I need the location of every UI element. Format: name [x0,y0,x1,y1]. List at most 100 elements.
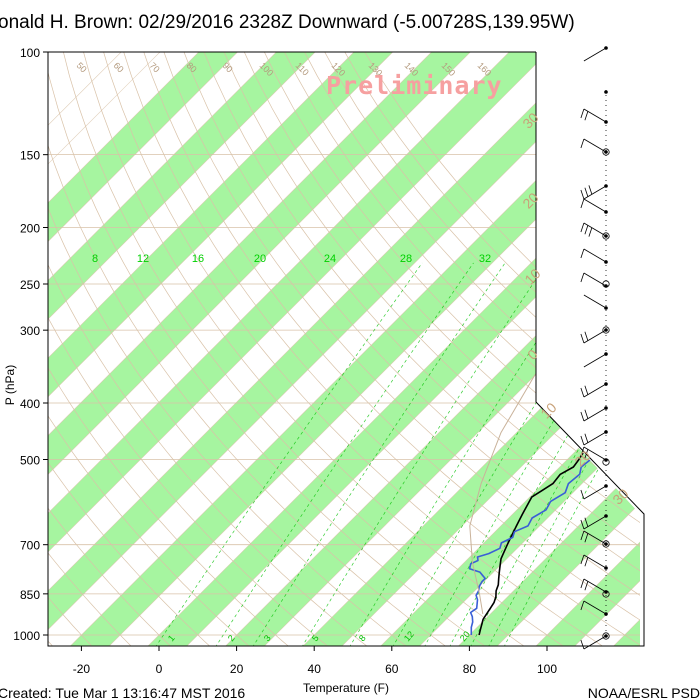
footer-agency: NOAA/ESRL PSD [588,685,700,700]
mixing-ratio-label: 28 [400,253,412,265]
isotherm-line [48,52,316,320]
wind-barb-staff [583,635,607,650]
wind-panel-background [536,52,700,700]
dry-adiabat [48,263,368,646]
dry-adiabat [48,507,171,646]
x-tick-label: 60 [385,662,399,676]
dry-adiabat [324,52,644,409]
dry-adiabat [263,52,644,479]
dry-adiabat [48,552,132,646]
isotherm-line [147,149,644,646]
dry-adiabat [284,52,644,456]
dry-adiabat [123,52,643,646]
wind-barb-feather [580,272,585,283]
x-tick-label: 80 [463,662,477,676]
y-tick-label: 400 [20,397,40,411]
wind-barb-staff [583,272,607,287]
wind-barb-staff [583,431,607,446]
wind-barb-staff [583,108,607,123]
dry-adiabat [243,52,644,503]
isotherm-line [48,52,277,281]
dry-adiabat [103,52,604,646]
wind-barb-feather [584,533,589,543]
wind-barb-feather [580,530,585,541]
wind-barb-feather [584,225,589,235]
mixing-ratio-line [215,262,474,646]
mixing-ratio-label: 2 [226,633,237,643]
wind-barb-feather [584,331,589,341]
wind-barb-staff [583,515,607,530]
wind-barb-staff [583,383,607,398]
y-tick-label: 150 [20,149,40,163]
wind-barb-feather [580,639,585,650]
wind-barb-feather [580,189,585,200]
wind-barb-feather [580,554,585,565]
wind-barb-staff [583,185,607,200]
temperature-band [48,52,316,320]
x-tick-label: 20 [230,662,244,676]
dry-adiabat [48,366,289,646]
isotherm-line [496,498,644,646]
dry-adiabat [203,52,644,550]
y-axis-label: P (hPa) [3,365,17,405]
isotherm-line [108,110,644,646]
dry-adiabat [163,52,644,599]
calm-wind-circle [602,148,610,156]
isotherm-line [69,71,644,646]
calm-wind-circle [602,232,610,240]
dry-adiabat [48,461,211,646]
y-axis: 100 150 200 250 300 400 500 700 850 1000 [13,46,48,643]
x-tick-label: 0 [156,662,163,676]
wind-barb-feather [584,517,589,527]
x-tick-label: 100 [537,662,557,676]
wind-barb-panel [580,46,610,650]
wind-barb-feather [580,248,585,259]
wind-barb-feather [584,111,589,121]
isotherm-line [48,52,588,592]
wind-barb-feather [580,411,585,422]
isotherm-line [48,52,549,553]
wind-barb-staff [583,248,607,263]
x-axis-label: Temperature (F) [303,681,389,695]
calm-wind-circle [602,326,610,334]
wind-barb-feather [580,333,585,344]
wind-barb-feather [580,578,585,589]
isotherm-line [419,421,644,646]
wind-barb-feather [580,108,585,119]
dry-adiabat [48,640,53,646]
calm-wind-circle [602,590,610,598]
mixing-ratio-label: 8 [92,253,98,265]
isotherm-lines [48,52,644,646]
wind-barb-feather [580,435,585,446]
wind-barb-feather [588,227,593,237]
wind-barb-staff [583,329,607,344]
isotherm-line [48,52,471,475]
wind-barb-staff [583,198,607,213]
footer-created: Created: Tue Mar 1 13:16:47 MST 2016 [0,685,245,700]
wind-barb-staff [583,530,607,545]
wind-barb-staff [583,222,607,237]
wind-barb-feather [588,185,593,195]
mixing-ratio-label: 20 [254,253,266,265]
isotherm-line [535,537,644,646]
wind-barb-feather [580,198,585,209]
mixing-ratio-label: 16 [192,253,204,265]
isotherm-line [48,52,627,631]
dry-adiabat [48,207,407,646]
calm-wind-circle [602,280,610,288]
wind-barb-feather [580,387,585,398]
isotherm-line [302,304,644,646]
y-tick-label: 200 [20,222,40,236]
y-tick-label: 1000 [13,629,40,643]
y-tick-label: 700 [20,539,40,553]
wind-barb-feather [584,581,589,591]
wind-barb-feather [584,187,589,197]
x-tick-label: 40 [308,662,322,676]
chart-title: onald H. Brown: 02/29/2016 2328Z Downwar… [0,12,575,33]
wind-barb-feather [580,600,585,611]
wind-barb-staff [583,554,607,569]
mixing-ratio-line [302,262,548,646]
isotherm-line [341,343,644,646]
y-tick-label: 100 [20,46,40,60]
